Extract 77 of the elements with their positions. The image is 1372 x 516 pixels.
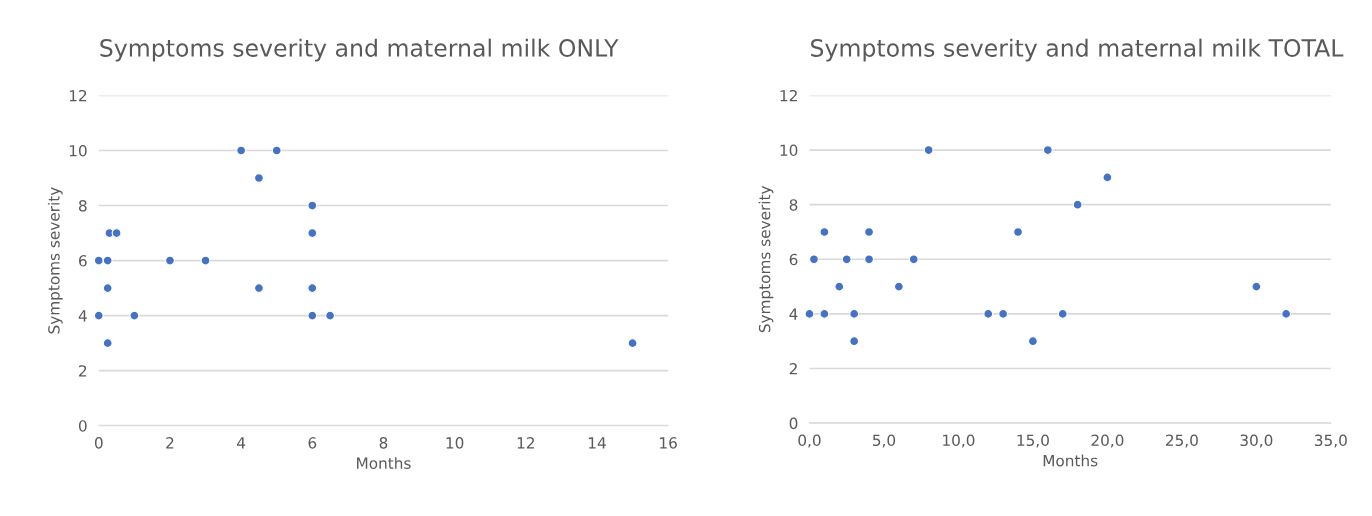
x-tick-label: 30,0	[1240, 434, 1273, 448]
point	[1042, 145, 1053, 156]
point	[93, 255, 104, 266]
point	[1072, 199, 1083, 210]
point	[325, 310, 336, 321]
x-tick-label: 14	[588, 437, 606, 449]
point	[102, 338, 113, 349]
chart-title: Symptoms severity and maternal milk ONLY	[100, 38, 619, 62]
point	[1013, 227, 1023, 237]
x-tick-label: 12	[517, 437, 535, 449]
point	[253, 173, 264, 183]
point	[253, 283, 264, 294]
point	[271, 145, 282, 156]
y-tick-label: 12	[780, 89, 797, 102]
y-tick-label: 4	[78, 310, 87, 322]
point	[1102, 172, 1113, 183]
y-tick-label: 8	[789, 199, 798, 211]
point	[864, 227, 875, 237]
point	[1251, 281, 1262, 292]
x-axis-title: Months	[357, 457, 411, 469]
x-tick-label: 10,0	[943, 434, 975, 448]
point	[893, 281, 904, 292]
y-tick-label: 2	[79, 365, 87, 377]
y-tick-label: 10	[69, 144, 87, 157]
y-tick-label: 0	[789, 417, 798, 430]
point	[165, 255, 175, 266]
x-axis-title: Months	[1043, 454, 1098, 467]
y-tick-label: 10	[780, 144, 798, 157]
point	[804, 308, 815, 319]
point	[236, 145, 247, 156]
y-tick-label: 6	[79, 255, 87, 267]
x-tick-label: 10	[446, 437, 464, 449]
x-tick-label: 25,0	[1165, 434, 1198, 448]
y-tick-label: 6	[789, 253, 798, 266]
point	[307, 200, 318, 211]
point	[819, 227, 830, 237]
x-tick-label: 2	[166, 437, 174, 449]
point	[129, 310, 140, 321]
point	[102, 255, 113, 266]
x-tick-label: 15,0	[1017, 434, 1049, 448]
point	[849, 336, 860, 347]
x-tick-label: 0,0	[798, 434, 821, 448]
point	[809, 254, 819, 265]
x-tick-label: 16	[660, 437, 677, 449]
point	[200, 255, 211, 266]
x-tick-label: 5,0	[872, 434, 896, 448]
y-axis-title: Symptoms severity	[47, 187, 63, 334]
point	[983, 308, 994, 319]
point	[841, 254, 852, 265]
x-tick-label: 35,0	[1315, 434, 1347, 448]
point	[834, 281, 845, 292]
chart-title: Symptoms severity and maternal milk TOTAL	[811, 38, 1344, 62]
y-axis-title: Symptoms severity	[758, 185, 774, 333]
x-tick-label: 6	[308, 437, 317, 449]
point	[102, 283, 113, 294]
x-tick-label: 20,0	[1091, 434, 1124, 448]
x-tick-label: 8	[379, 437, 388, 449]
point	[111, 228, 122, 239]
y-tick-label: 4	[789, 308, 798, 320]
y-tick-label: 2	[789, 362, 797, 375]
point	[627, 338, 638, 349]
point	[864, 254, 875, 265]
point	[908, 254, 919, 265]
point	[923, 145, 934, 156]
point	[819, 308, 830, 319]
y-tick-label: 0	[78, 420, 87, 432]
point	[998, 308, 1009, 319]
x-tick-label: 4	[237, 437, 246, 449]
point	[1057, 308, 1068, 319]
point	[849, 308, 860, 319]
y-tick-label: 8	[78, 200, 87, 212]
point	[307, 310, 318, 321]
point	[93, 310, 104, 321]
y-tick-label: 12	[69, 89, 87, 102]
x-tick-label: 0	[94, 437, 103, 449]
point	[1281, 308, 1292, 319]
point	[1027, 336, 1038, 347]
